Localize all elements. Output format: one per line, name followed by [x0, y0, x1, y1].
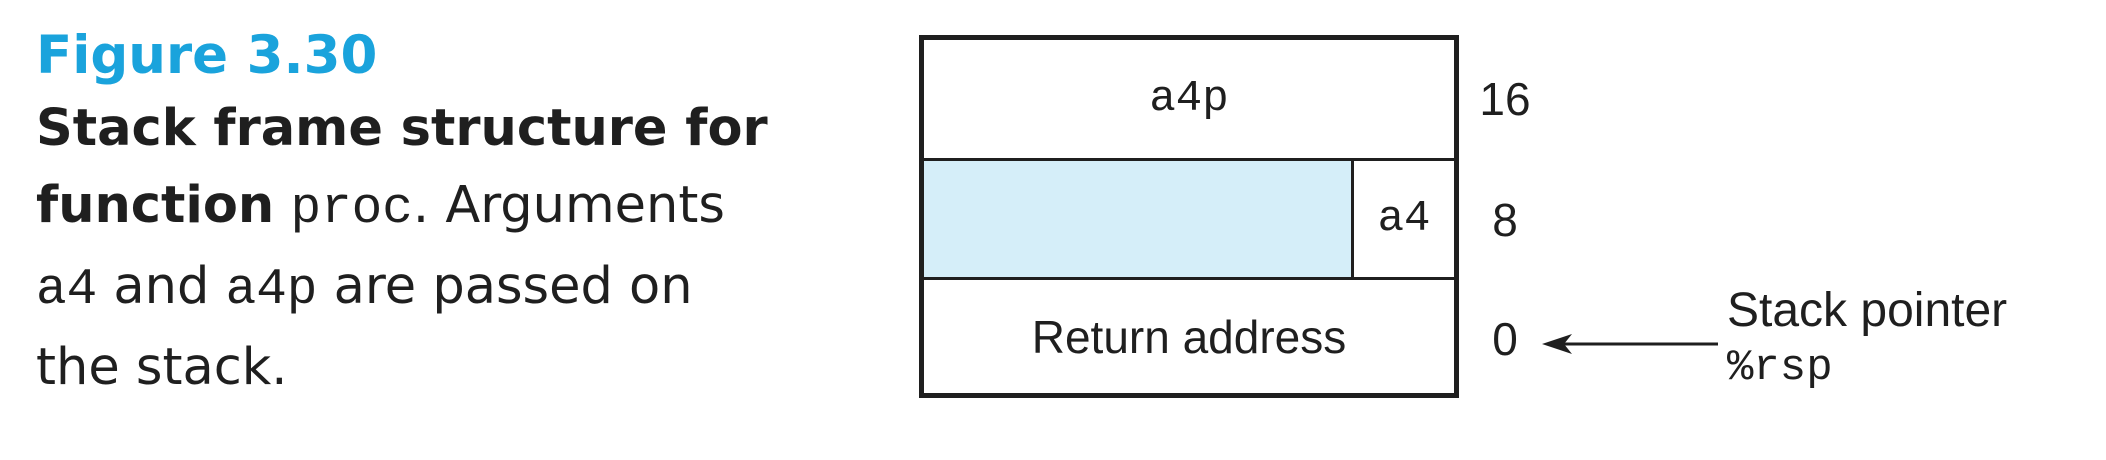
cell-label-return-address: Return address — [1031, 310, 1347, 363]
figure-label: Figure 3.30 — [36, 25, 378, 86]
caption-line-3: a4 and a4p are passed on — [36, 248, 796, 329]
caption-line-4: the stack. — [36, 329, 796, 406]
offset-0: 0 — [1492, 313, 1518, 365]
stack-frame: a4p a4 Return address — [919, 35, 1459, 398]
stack-row-a4: a4 — [924, 161, 1454, 280]
stack-pointer-arrow-icon — [1542, 334, 1718, 354]
caption-code-proc: proc — [290, 181, 413, 238]
caption-text-stack: the stack. — [36, 338, 288, 397]
caption-text-and: and — [97, 257, 226, 316]
caption-title-part-2: function — [36, 176, 275, 235]
cell-label-a4: a4 — [1377, 194, 1431, 244]
stack-pointer-label: Stack pointer — [1727, 284, 2008, 337]
caption-line-1: Stack frame structure for — [36, 90, 796, 167]
stack-pointer-register: %rsp — [1727, 343, 1833, 393]
cell-label-a4p: a4p — [1149, 74, 1229, 124]
stack-cell-return-address: Return address — [924, 280, 1454, 393]
caption-text-passed: are passed on — [317, 257, 693, 316]
stack-padding-area — [924, 161, 1354, 277]
caption-text-arguments: . Arguments — [412, 176, 725, 235]
offset-8: 8 — [1492, 194, 1518, 246]
arrow-head — [1542, 334, 1572, 354]
caption-line-2: function proc. Arguments — [36, 167, 796, 248]
caption-code-a4: a4 — [36, 262, 98, 319]
figure-caption: Figure 3.30 Stack frame structure for fu… — [36, 22, 796, 406]
stack-cell-a4p: a4p — [924, 40, 1454, 161]
offset-16: 16 — [1479, 73, 1531, 125]
caption-title-part-1: Stack frame structure for — [36, 99, 768, 158]
caption-code-a4p: a4p — [225, 262, 318, 319]
stack-cell-a4: a4 — [1354, 161, 1454, 277]
caption-body: Stack frame structure for function proc.… — [36, 90, 796, 406]
